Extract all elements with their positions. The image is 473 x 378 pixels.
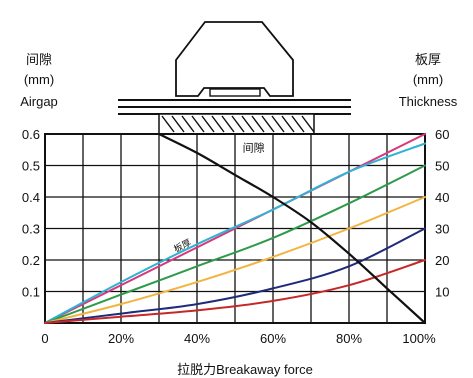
series-line-5 (44, 259, 426, 324)
left-axis-label-line-1: 间隙 (26, 52, 52, 67)
left-axis-title: 间隙 (mm) Airgap (20, 52, 58, 109)
hatch-line (231, 115, 245, 133)
right-tick-label: 50 (435, 159, 449, 174)
hatch-line (191, 115, 205, 133)
right-tick-labels: 10 20 30 40 50 60 (435, 127, 449, 300)
x-tick-label: 40% (184, 331, 210, 346)
right-axis-label-line-1: 板厚 (415, 52, 441, 67)
series-line-3 (44, 196, 426, 324)
left-tick-label: 0.3 (22, 222, 40, 237)
hatch-line (241, 115, 255, 133)
left-tick-label: 0.1 (22, 285, 40, 300)
hatch-line (281, 115, 295, 133)
hatch-line (171, 115, 185, 133)
x-axis-title: 拉脱力Breakaway force (177, 362, 313, 377)
hatch-line (211, 115, 225, 133)
series-line-2 (44, 164, 426, 324)
left-axis-label-line-3: Airgap (20, 94, 58, 109)
right-tick-label: 20 (435, 253, 449, 268)
right-tick-label: 40 (435, 190, 449, 205)
series-label-airgap: 间隙 (243, 141, 265, 155)
right-axis-title: 板厚 (mm) Thickness (399, 52, 458, 109)
left-tick-label: 0.4 (22, 190, 40, 205)
magnet-illustration (118, 21, 351, 135)
x-tick-label: 80% (336, 331, 362, 346)
hatch-line (301, 115, 315, 133)
right-tick-label: 30 (435, 222, 449, 237)
series-layer (44, 132, 427, 325)
plate-hatching (161, 115, 315, 133)
left-tick-label: 0.2 (22, 253, 40, 268)
hatch-line (271, 115, 285, 133)
left-tick-label: 0.5 (22, 159, 40, 174)
hatch-line (221, 115, 235, 133)
x-tick-label: 100% (402, 331, 436, 346)
right-axis-label-line-2: (mm) (413, 72, 443, 87)
right-axis-label-line-3: Thickness (399, 94, 458, 109)
left-tick-labels: 0.1 0.2 0.3 0.4 0.5 0.6 (22, 127, 40, 300)
series-line-1 (44, 142, 426, 324)
left-tick-label: 0.6 (22, 127, 40, 142)
series-line-6 (157, 132, 427, 325)
hatch-line (181, 115, 195, 133)
x-tick-label: 0 (41, 331, 48, 346)
hatch-line (291, 115, 305, 133)
hatch-line (161, 115, 175, 133)
hatch-line (261, 115, 275, 133)
series-line-0 (44, 133, 426, 324)
hatch-line (201, 115, 215, 133)
right-tick-label: 10 (435, 285, 449, 300)
right-tick-label: 60 (435, 127, 449, 142)
left-axis-label-line-2: (mm) (24, 72, 54, 87)
x-tick-label: 60% (260, 331, 286, 346)
x-tick-labels: 0 20% 40% 60% 80% 100% (41, 331, 436, 346)
series-line-4 (44, 227, 426, 324)
hatch-line (251, 115, 265, 133)
x-tick-label: 20% (108, 331, 134, 346)
